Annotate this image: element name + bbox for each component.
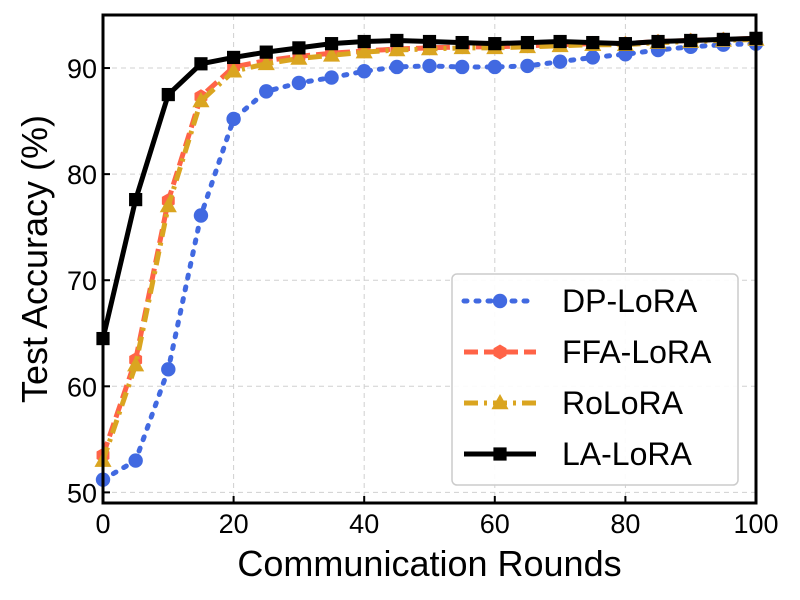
legend-label-ffa-lora: FFA-LoRA: [562, 334, 712, 370]
data-point-dp-lora: [161, 362, 176, 377]
y-tick-label: 60: [67, 372, 97, 402]
data-point-la-lora: [390, 33, 404, 48]
legend-marker-rolora: [491, 394, 509, 410]
legend-label-dp-lora: DP-LoRA: [562, 283, 698, 319]
data-point-dp-lora: [357, 64, 372, 79]
data-point-la-lora: [324, 37, 339, 51]
data-point-la-lora: [618, 37, 632, 51]
x-tick-label: 40: [349, 509, 379, 539]
data-point-la-lora: [684, 33, 698, 48]
legend-item-dp-lora: DP-LoRA: [461, 283, 698, 319]
data-point-dp-lora: [552, 54, 568, 69]
y-tick-label: 50: [67, 478, 97, 508]
data-point-la-lora: [455, 35, 469, 50]
y-tick-label: 70: [67, 266, 97, 296]
legend-item-ffa-lora: FFA-LoRA: [464, 334, 712, 370]
data-point-rolora: [355, 43, 373, 59]
x-tick-label: 100: [733, 509, 778, 539]
data-point-rolora: [388, 41, 406, 57]
data-point-rolora: [323, 46, 341, 62]
data-point-la-lora: [161, 87, 175, 102]
data-point-la-lora: [292, 41, 306, 55]
legend-box: [451, 273, 739, 486]
data-point-la-lora: [259, 45, 273, 59]
data-point-rolora: [225, 62, 243, 78]
data-point-la-lora: [194, 57, 208, 71]
data-point-la-lora: [651, 34, 665, 49]
data-point-la-lora: [586, 35, 600, 50]
legend-label-rolora: RoLoRA: [562, 385, 684, 421]
data-point-rolora: [159, 196, 177, 213]
x-tick-label: 20: [219, 509, 249, 539]
data-point-la-lora: [422, 34, 437, 49]
plot-frame: [101, 13, 758, 505]
y-axis-title: Test Accuracy (%): [14, 115, 55, 403]
plot-area: [94, 30, 765, 487]
x-tick-label: 0: [95, 509, 110, 539]
x-axis-title: Communication Rounds: [237, 543, 621, 584]
data-point-la-lora: [488, 37, 502, 51]
data-point-la-lora: [129, 192, 143, 207]
data-point-rolora: [192, 91, 210, 108]
x-tick-label: 80: [610, 509, 640, 539]
data-point-dp-lora: [389, 59, 405, 75]
data-point-dp-lora: [454, 59, 470, 75]
data-point-la-lora: [553, 34, 567, 49]
legend: DP-LoRA FFA-LoRA RoLoRA LA-LoRA: [451, 273, 739, 486]
data-point-rolora: [127, 356, 145, 372]
data-point-dp-lora: [193, 208, 209, 223]
y-tick-label: 90: [67, 54, 97, 84]
legend-marker-ffa-lora: [493, 344, 507, 360]
data-point-dp-lora: [487, 59, 502, 75]
data-point-la-lora: [357, 34, 371, 49]
y-tick-label: 80: [67, 160, 97, 190]
data-point-dp-lora: [520, 58, 535, 74]
data-point-la-lora: [520, 35, 535, 50]
series-la-lora: [96, 31, 763, 346]
legend-item-rolora: RoLoRA: [464, 385, 684, 421]
data-point-la-lora: [227, 50, 241, 65]
data-point-rolora: [257, 54, 275, 71]
data-point-dp-lora: [585, 50, 600, 65]
data-point-rolora: [290, 49, 308, 65]
data-point-dp-lora: [291, 75, 307, 91]
data-point-dp-lora: [324, 70, 339, 85]
data-point-dp-lora: [226, 111, 241, 127]
legend-label-la-lora: LA-LoRA: [562, 436, 693, 472]
data-point-la-lora: [716, 32, 730, 46]
legend-marker-dp-lora: [492, 293, 508, 309]
axis-ticks: 0 20 40 60 80 100 50 60 70 80 90: [67, 54, 779, 539]
data-point-dp-lora: [259, 84, 274, 99]
x-tick-label: 60: [480, 509, 510, 539]
data-point-dp-lora: [422, 58, 437, 74]
legend-marker-la-lora: [493, 447, 507, 461]
data-point-dp-lora: [128, 453, 143, 468]
legend-item-la-lora: LA-LoRA: [464, 436, 693, 472]
